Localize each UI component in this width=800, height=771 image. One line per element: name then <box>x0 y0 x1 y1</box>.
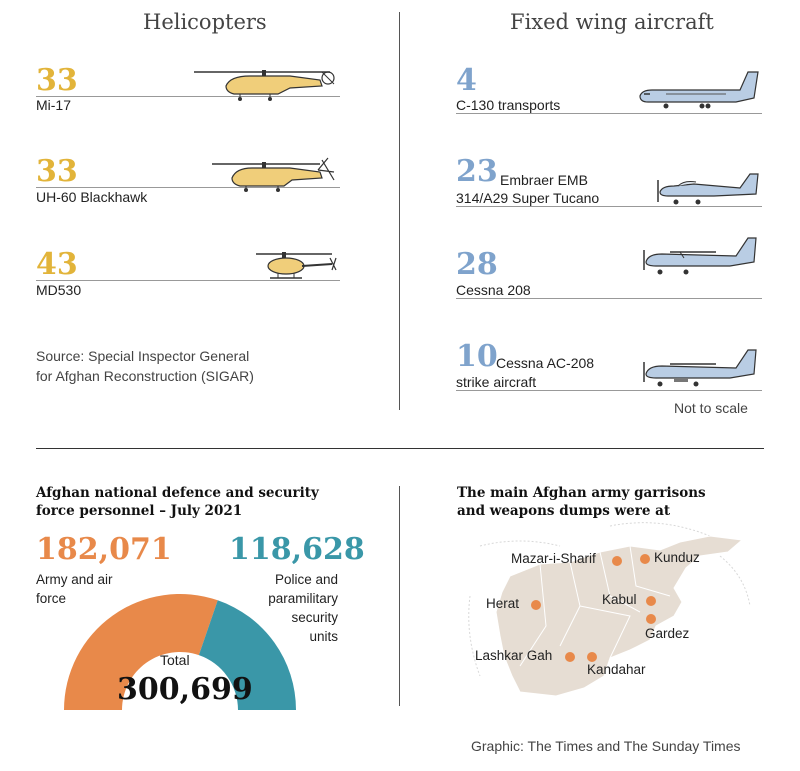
fw-count: 28 <box>456 247 498 282</box>
police-label-line: paramilitary <box>268 591 338 606</box>
horizontal-divider <box>36 448 764 449</box>
city-label-gardez: Gardez <box>645 626 690 641</box>
fw-label: C-130 transports <box>456 97 561 113</box>
city-dot-mazar <box>612 556 622 566</box>
army-value: 182,071 <box>36 532 172 567</box>
police-label-line: units <box>309 629 338 644</box>
police-label: Police and paramilitary security units <box>268 570 338 646</box>
top-vertical-divider <box>399 12 400 410</box>
garrisons-title: The main Afghan army garrisons and weapo… <box>457 484 706 520</box>
police-arc <box>198 600 296 710</box>
army-arc <box>64 594 218 710</box>
fw-label: Embraer EMB <box>500 172 588 188</box>
city-dot-kandahar <box>587 652 597 662</box>
source-line: Source: Special Inspector General <box>36 348 250 364</box>
heli-label: UH-60 Blackhawk <box>36 189 148 205</box>
cessna208-plane-icon <box>643 237 757 275</box>
super-tucano-plane-icon <box>657 173 759 205</box>
fw-label: strike aircraft <box>456 374 537 390</box>
city-dot-gardez <box>646 614 656 624</box>
personnel-title: Afghan national defence and security for… <box>36 484 319 520</box>
fw-label: 314/A29 Super Tucano <box>456 190 600 206</box>
police-label-line: Police and <box>274 572 338 587</box>
afghanistan-map <box>468 522 751 697</box>
graphic-credit: Graphic: The Times and The Sunday Times <box>471 738 741 754</box>
helicopters-title: Helicopters <box>143 10 267 34</box>
city-label-kabul: Kabul <box>602 592 637 607</box>
personnel-title-line: Afghan national defence and security <box>36 485 319 501</box>
mi17-helicopter-icon <box>194 70 335 101</box>
total-value: 300,699 <box>117 672 253 707</box>
bottom-vertical-divider <box>399 486 400 706</box>
ac208-plane-icon <box>643 349 757 387</box>
city-dot-kunduz <box>640 554 650 564</box>
city-dot-lashkar-gah <box>565 652 575 662</box>
heli-count: 33 <box>36 154 78 189</box>
army-label-line: Army and air <box>36 572 113 587</box>
city-dot-kabul <box>646 596 656 606</box>
army-label: Army and air force <box>36 570 113 608</box>
city-label-kandahar: Kandahar <box>587 662 646 677</box>
personnel-half-donut-chart <box>64 594 296 710</box>
heli-rule <box>36 280 340 281</box>
city-label-herat: Herat <box>486 596 520 611</box>
not-to-scale-note: Not to scale <box>674 400 748 416</box>
heli-rule <box>36 96 340 97</box>
city-label-kunduz: Kunduz <box>654 550 700 565</box>
fixed-wing-title: Fixed wing aircraft <box>510 10 714 34</box>
police-label-line: security <box>291 610 338 625</box>
fw-count: 10 <box>456 339 498 374</box>
heli-rule <box>36 187 340 188</box>
city-dot-herat <box>531 600 541 610</box>
c130-plane-icon <box>639 71 759 109</box>
city-label-lashkar-gah: Lashkar Gah <box>475 648 553 663</box>
heli-count: 43 <box>36 247 78 282</box>
garrisons-title-line: The main Afghan army garrisons <box>457 485 706 501</box>
heli-label: MD530 <box>36 282 82 298</box>
personnel-title-line: force personnel – July 2021 <box>36 503 243 519</box>
army-label-line: force <box>36 591 67 606</box>
md530-helicopter-icon <box>256 252 337 279</box>
city-label-mazar: Mazar-i-Sharif <box>511 551 596 566</box>
garrisons-title-line: and weapons dumps were at <box>457 503 671 519</box>
fw-count: 23 <box>456 154 498 189</box>
fw-rule <box>456 390 762 391</box>
fw-rule <box>456 206 762 207</box>
fw-rule <box>456 113 762 114</box>
total-label: Total <box>160 652 190 668</box>
fw-label: Cessna AC-208 <box>496 355 595 371</box>
source-note: Source: Special Inspector General for Af… <box>36 346 254 386</box>
heli-count: 33 <box>36 63 78 98</box>
fw-label: Cessna 208 <box>456 282 531 298</box>
uh60-helicopter-icon <box>212 157 335 192</box>
source-line: for Afghan Reconstruction (SIGAR) <box>36 368 254 384</box>
fw-rule <box>456 298 762 299</box>
police-value: 118,628 <box>229 532 365 567</box>
fw-count: 4 <box>456 63 477 98</box>
heli-label: Mi-17 <box>36 97 72 113</box>
